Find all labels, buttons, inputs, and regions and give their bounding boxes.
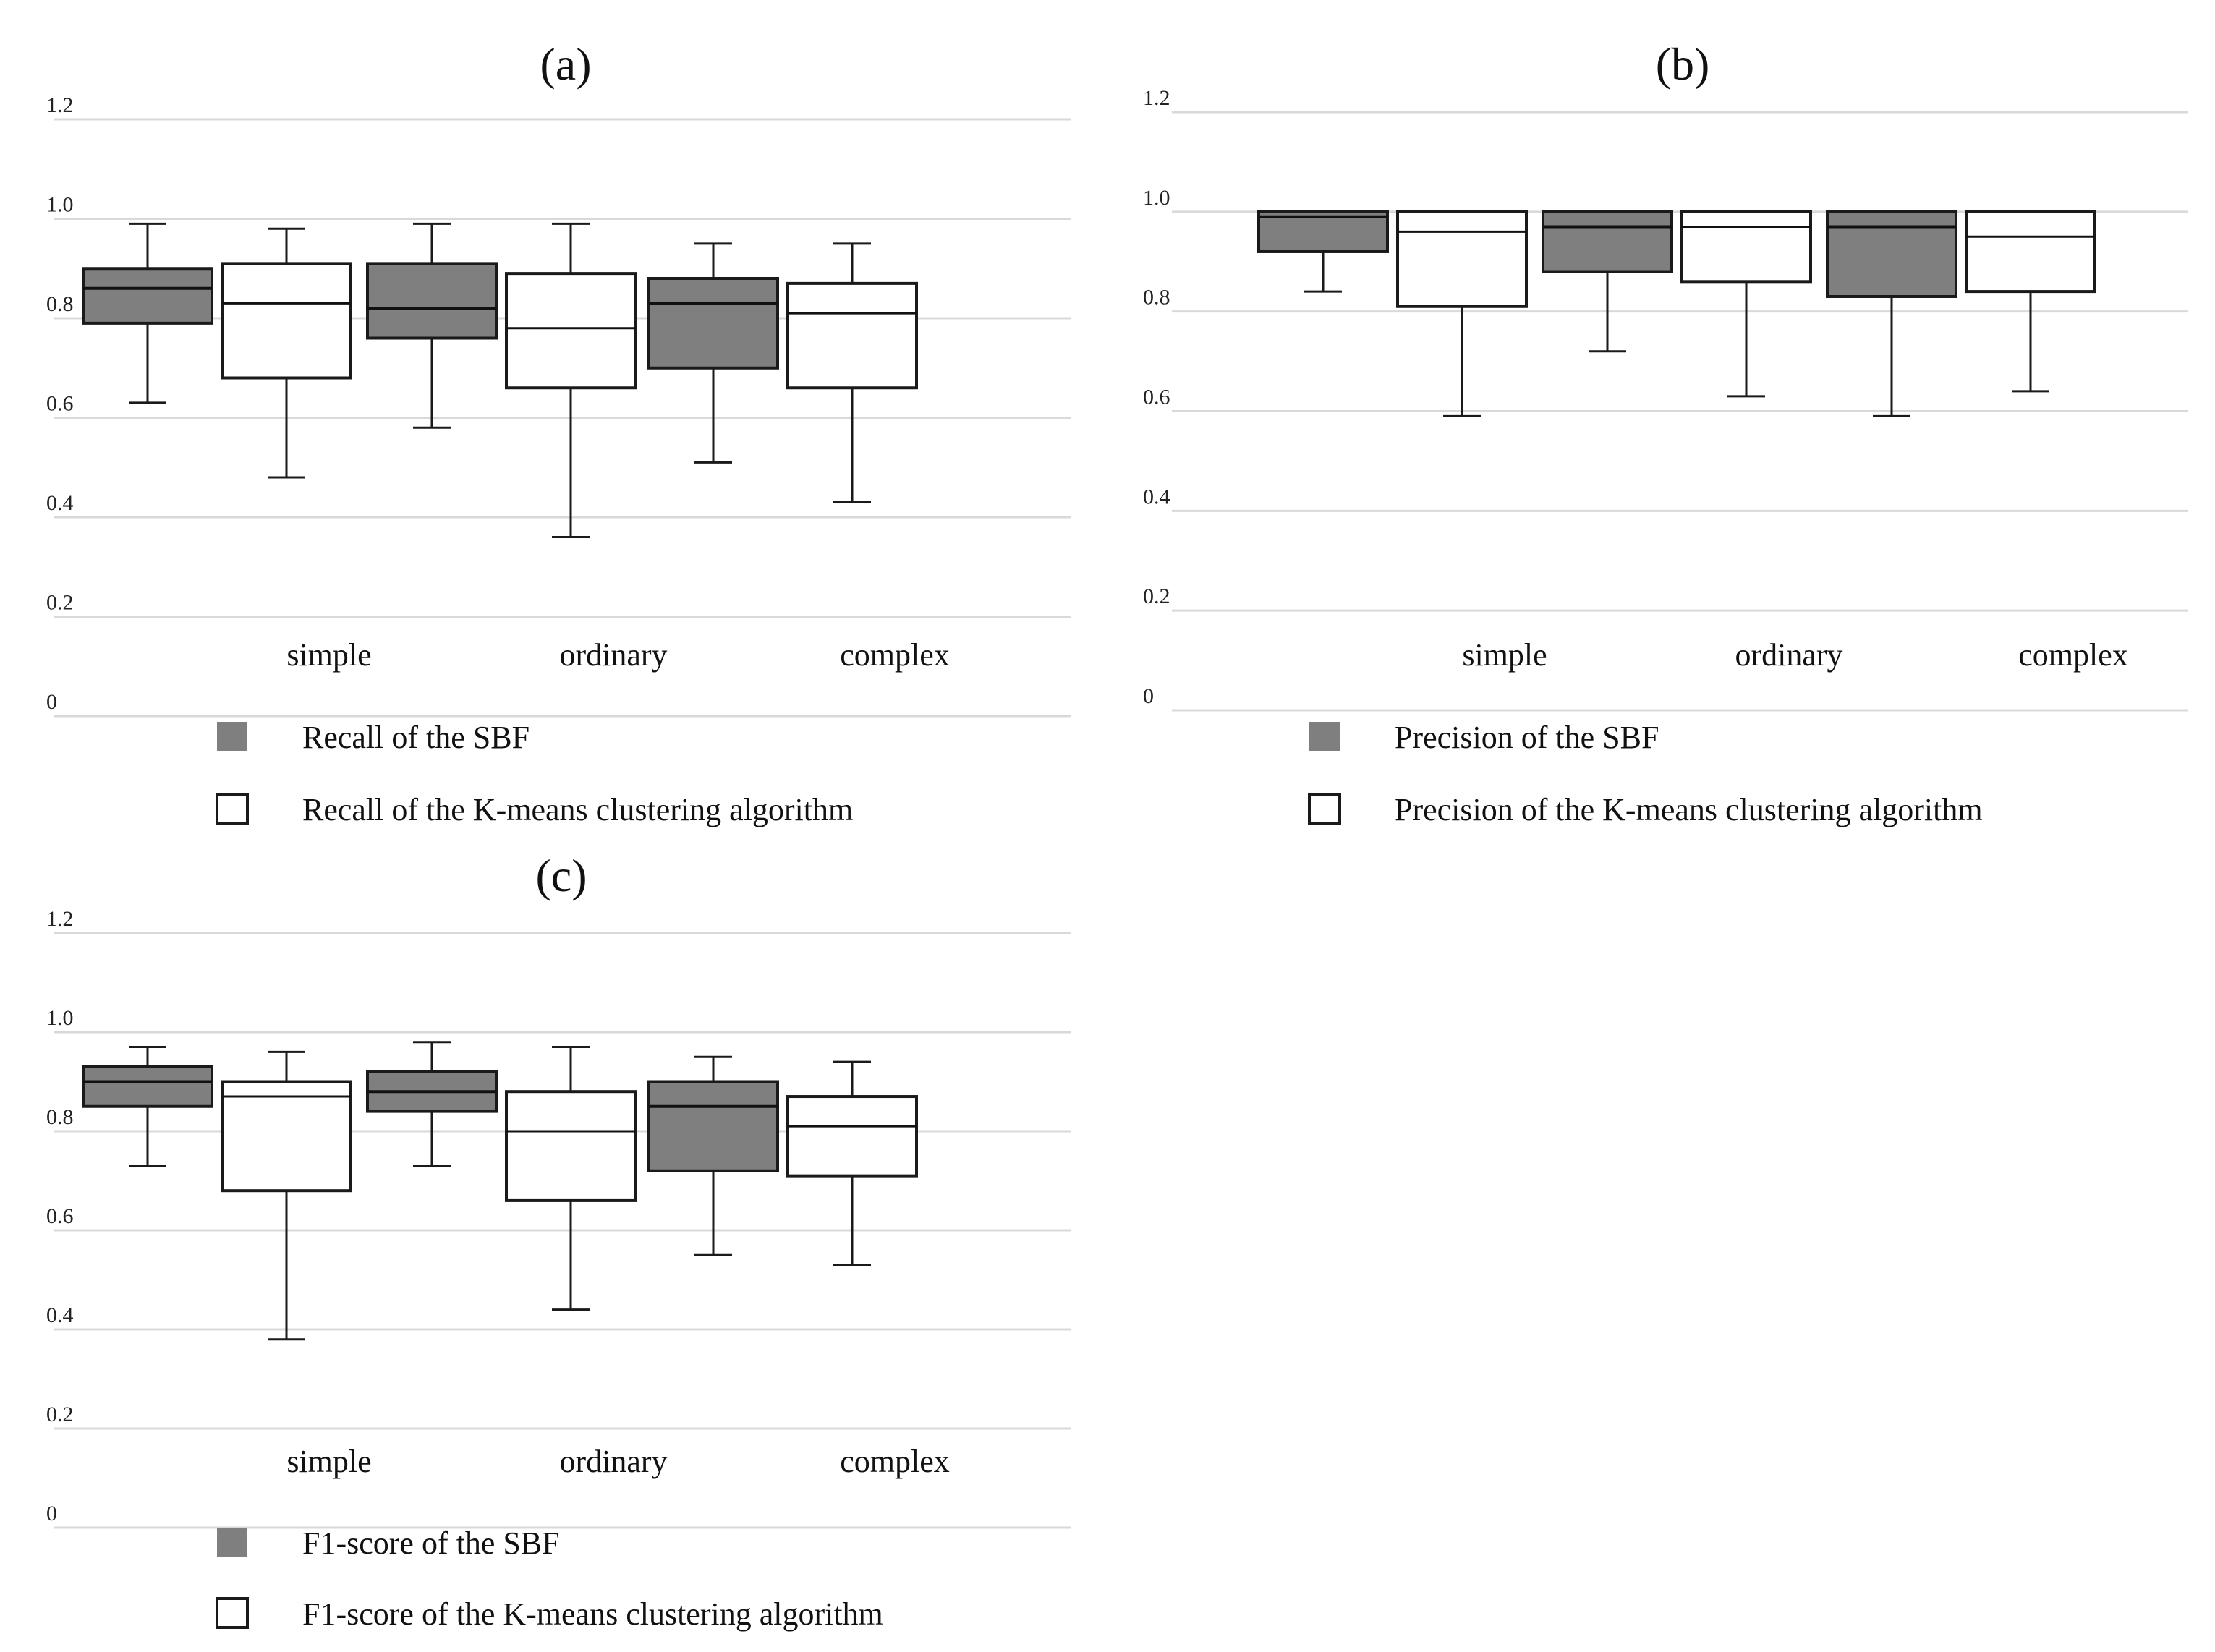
box-iqr — [221, 262, 352, 380]
box-sbf-complex — [647, 242, 779, 464]
box-kmeans-simple — [1396, 210, 1528, 417]
box-iqr — [1826, 210, 1957, 298]
legend-swatch-kmeans — [216, 793, 249, 825]
box-iqr — [786, 281, 918, 390]
y-tick-label: 1.0 — [46, 193, 74, 217]
box-kmeans-simple — [221, 1050, 352, 1341]
box-sbf-ordinary — [1542, 210, 1673, 353]
category-label: complex — [840, 1444, 950, 1479]
y-tick-label: 0.8 — [46, 292, 74, 316]
category-label: ordinary — [559, 1444, 667, 1479]
y-tick-label: 0.2 — [1143, 584, 1170, 608]
box-sbf-simple — [82, 222, 213, 404]
box-iqr — [1680, 210, 1812, 284]
box-iqr — [786, 1095, 918, 1178]
box-sbf-simple — [82, 1046, 213, 1167]
category-label: simple — [286, 637, 371, 673]
box-iqr — [1257, 210, 1389, 253]
y-tick-label: 1.2 — [46, 907, 74, 931]
y-tick-label: 0.4 — [1143, 485, 1170, 508]
legend-swatch-kmeans — [216, 1597, 249, 1629]
y-tick-label: 1.0 — [46, 1006, 74, 1030]
box-kmeans-simple — [221, 227, 352, 479]
box-sbf-complex — [647, 1055, 779, 1256]
box-kmeans-ordinary — [505, 1046, 637, 1311]
y-tick-label: 0.6 — [1143, 386, 1170, 409]
box-iqr — [1396, 210, 1528, 308]
y-tick-label: 0.8 — [46, 1105, 74, 1129]
y-tick-label: 0.2 — [46, 591, 74, 615]
box-iqr — [366, 262, 498, 340]
legend-label-kmeans: Recall of the K-means clustering algorit… — [302, 792, 853, 827]
y-tick-label: 0.4 — [46, 491, 74, 515]
y-tick-label: 1.2 — [1143, 86, 1170, 110]
chart-title: (b) — [1656, 38, 1710, 90]
y-tick-label: 0.2 — [46, 1402, 74, 1426]
category-label: complex — [840, 637, 950, 673]
y-tick-label: 0 — [46, 690, 57, 714]
box-kmeans-ordinary — [1680, 210, 1812, 398]
y-tick-label: 0.6 — [46, 1204, 74, 1228]
box-sbf-complex — [1826, 210, 1957, 417]
y-tick-label: 1.0 — [1143, 186, 1170, 210]
box-iqr — [647, 1080, 779, 1172]
legend-label-kmeans: F1-score of the K-means clustering algor… — [302, 1596, 883, 1632]
legend-label-kmeans: Precision of the K-means clustering algo… — [1395, 792, 1983, 827]
box-kmeans-complex — [786, 1060, 918, 1266]
box-kmeans-complex — [1965, 210, 2096, 393]
legend-label-sbf: Recall of the SBF — [302, 720, 530, 755]
box-sbf-simple — [1257, 210, 1389, 293]
category-label: complex — [2018, 637, 2128, 673]
y-tick-label: 0.8 — [1143, 286, 1170, 310]
legend-swatch-sbf — [1309, 722, 1340, 751]
box-iqr — [82, 1065, 213, 1108]
legend-swatch-sbf — [217, 1528, 247, 1557]
category-label: ordinary — [559, 637, 667, 673]
category-label: ordinary — [1735, 637, 1842, 673]
chart-panel-a: (a) 0 0.2 0.4 0.6 0.8 1.0 1.2 simple ordinary comp… — [46, 38, 1071, 827]
chart-title: (a) — [540, 38, 591, 90]
box-iqr — [647, 277, 779, 370]
box-kmeans-complex — [786, 242, 918, 503]
category-label: simple — [286, 1444, 371, 1479]
box-iqr — [221, 1080, 352, 1193]
legend-label-sbf: Precision of the SBF — [1395, 720, 1659, 755]
legend-label-sbf: F1-score of the SBF — [302, 1525, 560, 1561]
box-iqr — [1542, 210, 1673, 273]
y-tick-label: 1.2 — [46, 93, 74, 117]
legend-swatch-kmeans — [1308, 793, 1341, 825]
y-tick-label: 0 — [1143, 684, 1154, 708]
box-iqr — [505, 272, 637, 390]
chart-title: (c) — [535, 850, 587, 901]
box-kmeans-ordinary — [505, 222, 637, 538]
chart-panel-c: (c) 0 0.2 0.4 0.6 0.8 1.0 1.2 simple ordinary comp… — [46, 850, 1071, 1632]
y-tick-label: 0 — [46, 1502, 57, 1525]
box-iqr — [82, 267, 213, 325]
box-sbf-ordinary — [366, 222, 498, 429]
box-sbf-ordinary — [366, 1041, 498, 1167]
box-iqr — [505, 1090, 637, 1202]
chart-panel-b: (b) 0 0.2 0.4 0.6 0.8 1.0 1.2 simple ordinary comp… — [1143, 38, 2188, 827]
y-tick-label: 0.6 — [46, 392, 74, 416]
category-label: simple — [1462, 637, 1547, 673]
y-tick-label: 0.4 — [46, 1303, 74, 1327]
legend-swatch-sbf — [217, 722, 247, 751]
box-iqr — [1965, 210, 2096, 294]
